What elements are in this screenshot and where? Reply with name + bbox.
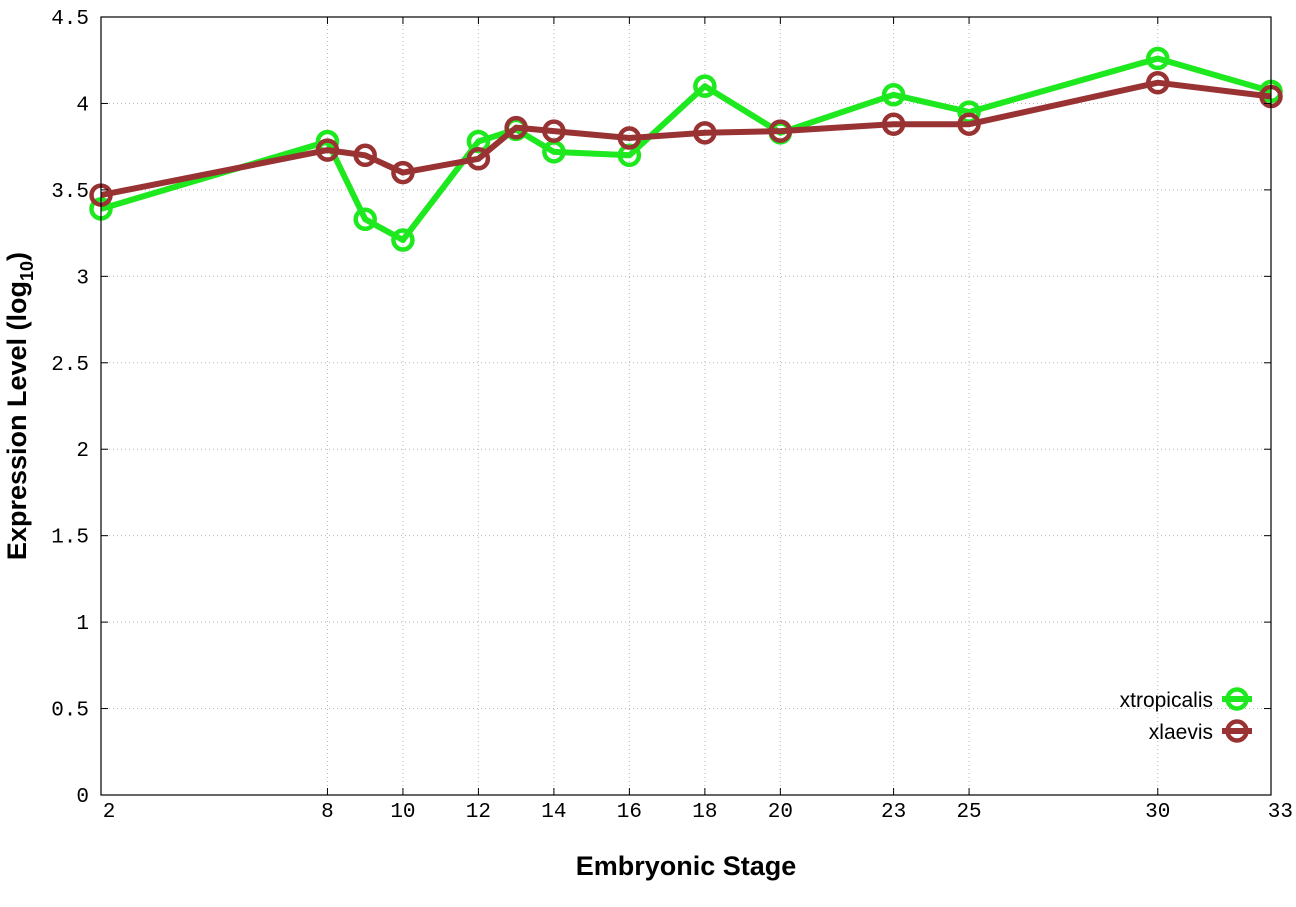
y-tick-label: 0 xyxy=(76,786,89,809)
data-point-xtropicalis xyxy=(881,83,906,107)
data-point-xlaevis xyxy=(466,147,491,171)
data-point-xlaevis xyxy=(353,143,377,168)
data-point-xlaevis xyxy=(881,112,906,136)
legend-marker-xlaevis xyxy=(1225,719,1249,743)
data-point-xtropicalis xyxy=(353,207,377,232)
data-point-xlaevis xyxy=(1146,70,1170,95)
x-tick-label: 25 xyxy=(956,801,981,824)
series-line-xlaevis xyxy=(100,79,1272,199)
data-point-xlaevis xyxy=(542,119,566,143)
legend: xtropicalis xlaevis xyxy=(1120,687,1252,744)
y-tick-label: 3.5 xyxy=(51,181,89,204)
data-point-xtropicalis xyxy=(1146,46,1170,71)
data-point-xlaevis xyxy=(391,160,415,185)
y-tick-label: 3 xyxy=(76,267,89,290)
y-tick-label: 4 xyxy=(76,94,89,117)
x-tick-label: 33 xyxy=(1268,801,1293,824)
x-tick-label: 8 xyxy=(321,801,334,824)
data-point-xlaevis xyxy=(768,119,793,143)
x-axis-title: Embryonic Stage xyxy=(576,851,797,881)
x-tick-label: 30 xyxy=(1145,801,1170,824)
y-tick-label: 2.5 xyxy=(51,354,89,377)
y-axis-title: Expression Level (log10) xyxy=(2,252,37,560)
legend-label-xlaevis: xlaevis xyxy=(1149,721,1213,744)
data-point-xlaevis xyxy=(315,138,340,162)
y-tick-label: 1.5 xyxy=(51,527,89,550)
y-tick-label: 1 xyxy=(76,613,89,636)
series-xlaevis xyxy=(89,70,1283,207)
x-tick-label: 10 xyxy=(390,801,415,824)
y-axis-title-close: ) xyxy=(2,252,32,261)
legend-marker-xtropicalis xyxy=(1225,687,1249,711)
data-point-xlaevis xyxy=(617,126,642,150)
x-tick-label: 2 xyxy=(103,801,116,824)
y-tick-label: 0.5 xyxy=(51,700,89,723)
x-tick-label: 18 xyxy=(692,801,717,824)
y-tick-label: 4.5 xyxy=(51,8,89,31)
x-tick-label: 14 xyxy=(541,801,566,824)
x-tick-label: 20 xyxy=(768,801,793,824)
series-layer xyxy=(89,46,1283,252)
y-axis-title-main: Expression Level (log xyxy=(2,281,32,560)
data-point-xlaevis xyxy=(693,121,717,145)
plot-frame xyxy=(100,16,1272,796)
x-tick-label: 16 xyxy=(617,801,642,824)
tick-labels: 0 0.5 1 1.5 2 2.5 3 3.5 4 4.5 2 8 10 12 14 16 18 20 23 25 30… xyxy=(51,8,1293,824)
plot-border xyxy=(100,16,1272,796)
x-tick-label: 12 xyxy=(466,801,491,824)
data-point-xlaevis xyxy=(504,115,528,140)
series-line-xtropicalis xyxy=(100,55,1272,243)
x-tick-label: 23 xyxy=(881,801,906,824)
data-point-xtropicalis xyxy=(693,74,717,98)
data-point-xtropicalis xyxy=(391,228,415,252)
y-tick-label: 2 xyxy=(76,440,89,463)
data-point-xlaevis xyxy=(957,112,981,136)
series-xtropicalis xyxy=(89,46,1283,252)
y-axis-title-subscript: 10 xyxy=(17,261,37,281)
legend-label-xtropicalis: xtropicalis xyxy=(1120,689,1213,712)
